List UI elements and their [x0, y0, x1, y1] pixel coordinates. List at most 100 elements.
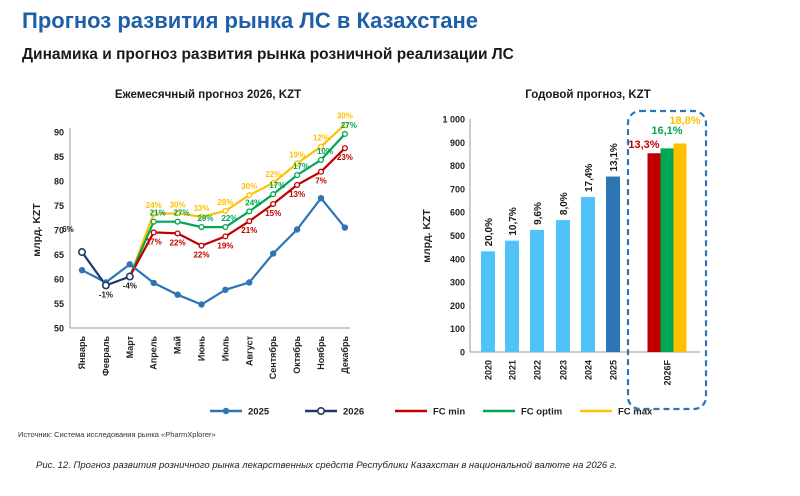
y-tick-label: 55 [54, 299, 64, 309]
data-point [222, 286, 229, 293]
x-tick-label: Январь [77, 336, 87, 370]
x-tick-label: 2025 [609, 360, 619, 380]
data-label: 13% [289, 190, 305, 199]
bar [481, 251, 495, 352]
data-label: 13,3% [628, 139, 659, 151]
data-label: -1% [99, 290, 113, 299]
data-point [222, 233, 229, 240]
data-label: 10,7% [508, 207, 519, 235]
x-tick-label: 2022 [533, 360, 543, 380]
data-point [341, 224, 349, 231]
data-point [293, 226, 301, 233]
data-label: 8,0% [559, 192, 570, 215]
data-point [78, 266, 86, 274]
bar [556, 220, 570, 352]
y-tick-label: 60 [54, 275, 64, 285]
data-point [198, 213, 205, 220]
forecast-bar-fc-optim [660, 148, 674, 352]
data-label: 17,4% [584, 164, 595, 192]
x-tick-label: 2023 [559, 360, 569, 380]
bar [606, 176, 620, 352]
data-label: 17% [293, 162, 309, 171]
data-label: 30% [170, 200, 186, 209]
data-point [294, 181, 301, 188]
slide: Прогноз развития рынка ЛС в Казахстане Д… [18, 8, 708, 439]
series-line-fc-max [128, 123, 346, 277]
data-label: 27% [341, 121, 357, 130]
data-label: 19% [289, 150, 305, 159]
data-label: 12% [313, 134, 329, 143]
data-point [198, 242, 205, 249]
forecast-bar-fc-max [673, 143, 687, 352]
series-line-fc-min [128, 147, 346, 278]
y-tick-label: 100 [450, 324, 465, 334]
line-chart-title: Ежемесячный прогноз 2026, KZT [115, 89, 301, 101]
data-label: 18,8% [669, 115, 700, 127]
data-label: 16,1% [651, 125, 682, 137]
x-tick-label: Декабрь [340, 336, 350, 374]
data-label: 27% [174, 209, 190, 218]
data-point [294, 172, 301, 179]
data-label: 21% [241, 226, 257, 235]
x-tick-label: Июнь [197, 336, 207, 362]
bar [581, 197, 595, 352]
x-tick-label: Февраль [101, 336, 111, 376]
data-label: 22% [170, 238, 186, 247]
bar [505, 240, 519, 352]
y-tick-label: 90 [54, 128, 64, 138]
legend-label: FC optim [521, 407, 562, 418]
bar-chart-y-axis-label: млрд. KZT [421, 209, 433, 263]
data-point [222, 224, 229, 231]
legend-label: FC max [618, 407, 653, 418]
data-label: 24% [245, 198, 261, 207]
legend-label: 2026 [343, 407, 364, 418]
data-point [341, 121, 348, 128]
data-label: 29% [197, 214, 213, 223]
data-point [341, 130, 348, 138]
x-tick-label: Август [244, 335, 254, 366]
data-point [270, 250, 277, 257]
legend-marker [316, 406, 325, 415]
data-point [174, 210, 181, 217]
y-tick-label: 400 [450, 254, 465, 264]
y-tick-label: 600 [450, 208, 465, 218]
data-point [198, 224, 205, 231]
forecast-highlight-box [626, 109, 708, 411]
y-tick-label: 1 000 [442, 115, 465, 125]
legend-label: 2025 [248, 407, 270, 418]
series-line-2025 [81, 196, 346, 306]
x-tick-label: Март [125, 335, 135, 358]
x-tick-label: 2020 [484, 360, 494, 380]
y-tick-label: 75 [54, 201, 64, 211]
y-tick-label: 700 [450, 184, 465, 194]
figure-caption: Рис. 12. Прогноз развития розничного рын… [36, 460, 618, 471]
data-point [246, 279, 253, 286]
data-label: 28% [217, 198, 233, 207]
data-point [270, 179, 277, 187]
page-subtitle: Динамика и прогноз развития рынка рознич… [22, 46, 514, 63]
data-label: 6% [62, 225, 74, 234]
data-point [246, 192, 253, 199]
forecast-bar-fc-min [647, 153, 661, 352]
y-tick-label: 200 [450, 301, 465, 311]
data-point [126, 261, 133, 268]
legend-marker [222, 407, 230, 415]
data-point [294, 160, 301, 167]
y-tick-label: 80 [54, 177, 64, 187]
data-label: 9,6% [533, 202, 544, 225]
x-tick-label: Апрель [149, 336, 159, 370]
y-tick-label: 500 [450, 231, 465, 241]
y-tick-label: 900 [450, 138, 465, 148]
x-tick-label: 2024 [584, 360, 594, 380]
data-point [101, 281, 110, 290]
data-label: 23% [337, 153, 353, 162]
y-tick-label: 50 [54, 324, 64, 334]
x-tick-label: Сентябрь [268, 336, 278, 380]
page-title: Прогноз развития рынка ЛС в Казахстане [22, 8, 478, 33]
source-note: Источник: Система исследования рынка «Ph… [18, 430, 216, 439]
data-point [150, 218, 157, 225]
series-line-fc-optim [128, 133, 346, 278]
data-label: 7% [315, 177, 327, 186]
data-point [150, 229, 157, 236]
data-label: 13,1% [609, 143, 620, 171]
